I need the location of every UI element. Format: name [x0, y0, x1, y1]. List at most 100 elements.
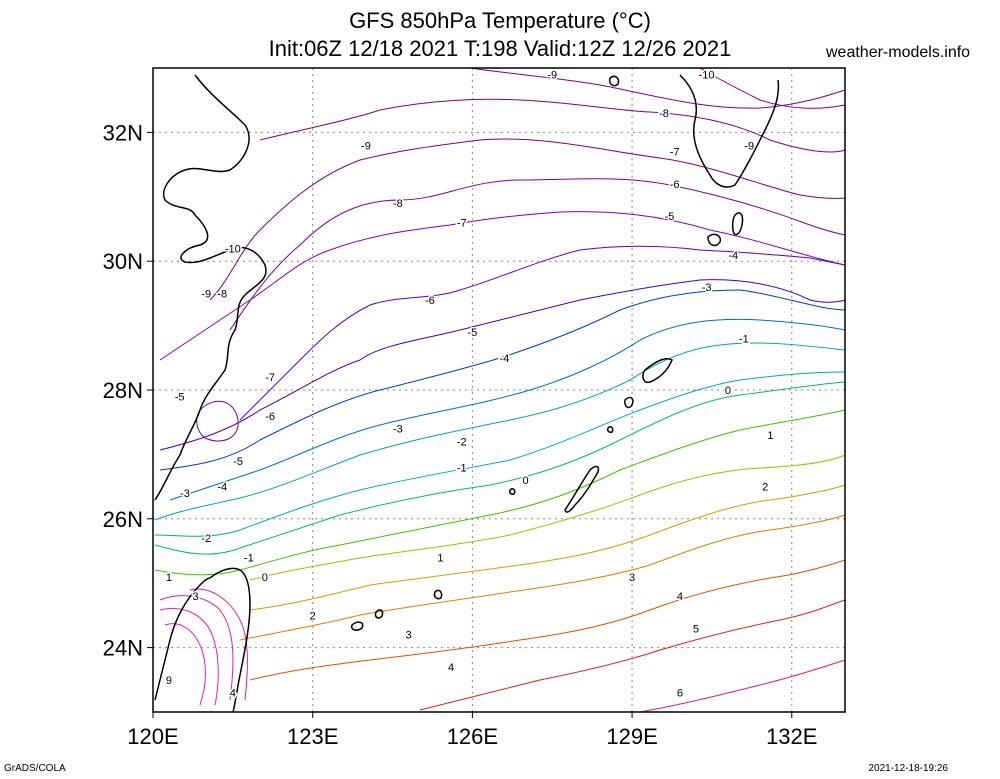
contour-line — [419, 599, 846, 711]
contour-line — [159, 289, 846, 471]
coastlines — [154, 74, 780, 713]
contour-line — [154, 409, 846, 576]
contour-label: 1 — [166, 572, 172, 584]
small-island — [433, 589, 443, 600]
lon-tick-label: 120E — [127, 724, 178, 749]
small-island — [374, 609, 384, 619]
contour-label: -3 — [393, 424, 403, 436]
contour-label: -8 — [217, 288, 227, 300]
contour-label: -8 — [659, 108, 669, 120]
map-subtitle: Init:06Z 12/18 2021 T:198 Valid:12Z 12/2… — [268, 36, 732, 61]
grid-lines — [153, 68, 845, 712]
contour-label: 2 — [762, 482, 768, 494]
contour-label: -4 — [728, 250, 738, 262]
contour-label: -5 — [233, 456, 243, 468]
lon-tick-label: 132E — [766, 724, 817, 749]
yakushima — [707, 233, 722, 247]
lon-tick-label: 123E — [287, 724, 338, 749]
contour-line — [469, 67, 846, 109]
contour-label: -9 — [547, 69, 557, 81]
contour-label: 0 — [262, 572, 268, 584]
contour-line — [189, 588, 248, 701]
contour-label: -1 — [244, 552, 254, 564]
contour-labels: -9 -10-8-9-9-7-6-8-5-7-10-4-3-9 -8-6-5-1-4… — [164, 68, 775, 701]
contour-label: -5 — [467, 327, 477, 339]
tanegashima — [731, 212, 744, 236]
small-island — [350, 621, 364, 631]
contour-label: -6 — [265, 411, 275, 423]
contour-label: 5 — [693, 623, 699, 635]
contour-line — [196, 400, 239, 442]
contour-label: -5 — [175, 391, 185, 403]
contour-line — [249, 559, 846, 681]
ryukyu-okinawa — [564, 465, 600, 513]
timestamp: 2021-12-18-19:26 — [868, 763, 948, 774]
contour-label: 1 — [767, 430, 773, 442]
contour-lines — [154, 67, 846, 713]
small-island — [624, 396, 634, 409]
contour-label: -2 — [457, 437, 467, 449]
korea-jeju — [608, 75, 620, 87]
contour-line — [209, 138, 846, 301]
contour-line — [159, 211, 846, 361]
contour-line — [154, 342, 846, 521]
contour-label: 1 — [437, 552, 443, 564]
contour-label: 6 — [677, 688, 683, 700]
contour-label: -8 — [393, 198, 403, 210]
contour-label: -9 — [361, 140, 371, 152]
contour-label: 3 — [629, 572, 635, 584]
contour-label: 2 — [310, 610, 316, 622]
contour-label: -7 — [670, 147, 680, 159]
kyushu-coast — [679, 74, 780, 188]
contour-line — [259, 98, 846, 153]
china-coast — [154, 74, 267, 501]
contour-label: -1 — [739, 333, 749, 345]
contour-line — [159, 607, 219, 706]
contour-line — [229, 178, 846, 331]
contour-label: -7 — [457, 218, 467, 230]
small-island — [509, 488, 516, 495]
contour-label: 9 — [166, 675, 172, 687]
contour-label: -3 — [180, 488, 190, 500]
small-island — [607, 426, 614, 433]
amami-island — [642, 358, 673, 384]
contour-label: 3 — [193, 591, 199, 603]
contour-label: 4 — [230, 688, 236, 700]
axes: 120E 123E 126E 129E 132E 24N 26N 28N 30N 32N — [103, 120, 818, 749]
contour-label: -10 — [225, 243, 241, 255]
contour-line — [164, 623, 206, 706]
contour-line — [639, 659, 846, 713]
contour-line — [159, 595, 234, 701]
contour-line — [239, 245, 846, 421]
contour-label: -2 — [201, 533, 211, 545]
software-credit: GrADS/COLA — [4, 763, 66, 774]
lat-tick-label: 24N — [103, 636, 143, 661]
contour-label: -9 — [744, 140, 754, 152]
contour-label: -6 — [425, 295, 435, 307]
contour-label: 0 — [725, 385, 731, 397]
contour-line — [154, 371, 846, 537]
contour-line — [154, 381, 846, 555]
contour-label: -9 — [201, 288, 211, 300]
lon-tick-label: 129E — [606, 724, 657, 749]
contour-label: -7 — [265, 372, 275, 384]
map-title: GFS 850hPa Temperature (°C) — [349, 8, 651, 33]
contour-line — [249, 484, 846, 611]
taiwan-coast — [154, 567, 251, 713]
contour-label: -6 — [670, 179, 680, 191]
contour-label: 4 — [448, 662, 454, 674]
contour-label: -10 — [699, 69, 715, 81]
site-credit: weather-models.info — [826, 44, 971, 61]
contour-line — [239, 514, 846, 641]
contour-line — [249, 454, 846, 581]
contour-label: -1 — [457, 462, 467, 474]
lat-tick-label: 28N — [103, 378, 143, 403]
contour-label: -4 — [499, 353, 509, 365]
contour-line — [159, 279, 846, 451]
lat-tick-label: 26N — [103, 507, 143, 532]
contour-line — [699, 67, 846, 109]
contour-label: -5 — [664, 211, 674, 223]
lat-tick-label: 30N — [103, 249, 143, 274]
contour-label: 3 — [405, 630, 411, 642]
contour-line — [169, 318, 846, 501]
